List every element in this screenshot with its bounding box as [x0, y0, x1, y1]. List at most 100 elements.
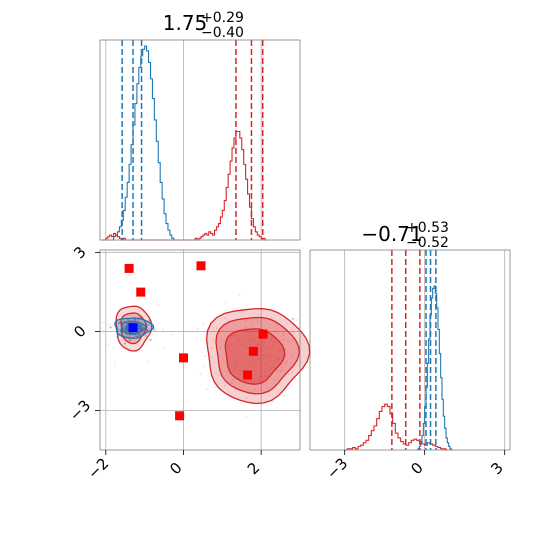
red-sample-point	[101, 321, 104, 324]
blue-sample-point	[132, 331, 135, 334]
red-sample-point	[261, 346, 263, 349]
red-sample-point	[282, 339, 285, 341]
scatter-x-tick-label-1: 0	[166, 459, 185, 478]
red-sample-point	[233, 367, 236, 369]
red-sample-point	[107, 343, 110, 346]
histogram-y-red-series	[344, 403, 449, 451]
histogram-y-blue-series	[416, 285, 453, 451]
blue-sample-point	[128, 339, 132, 342]
red-sample-point	[235, 359, 238, 361]
blue-sample-point	[140, 324, 143, 327]
red-sample-point	[277, 358, 280, 361]
red-sample-point	[264, 362, 267, 365]
blue-sample-point	[124, 325, 127, 328]
histogram-x-blue-series	[107, 45, 176, 241]
red-sample-point	[215, 371, 217, 374]
red-sample-point	[283, 395, 286, 397]
red-sample-point	[219, 346, 222, 349]
red-sample-point	[237, 337, 240, 340]
red-sample-point	[264, 375, 267, 378]
blue-sample-point	[126, 318, 130, 321]
red-sample-point	[292, 332, 295, 335]
red-square-marker-6	[248, 346, 258, 356]
red-sample-point	[139, 328, 142, 331]
blue-sample-point	[140, 331, 144, 334]
red-sample-point	[244, 345, 247, 347]
red-sample-point	[223, 385, 226, 387]
red-sample-point	[114, 360, 116, 363]
red-sample-point	[282, 334, 284, 337]
blue-sample-point	[153, 328, 156, 331]
red-sample-point	[199, 373, 202, 375]
blue-sample-point	[141, 327, 144, 330]
red-sample-point	[246, 415, 249, 417]
red-square-marker-0	[124, 263, 134, 273]
red-sample-point	[123, 319, 126, 322]
red-sample-point	[282, 343, 284, 345]
red-sample-point	[264, 346, 267, 348]
red-sample-point	[257, 313, 260, 316]
red-square-marker-5	[258, 329, 268, 339]
red-sample-point	[212, 339, 215, 342]
red-sample-point	[108, 323, 111, 326]
blue-sample-point	[125, 327, 128, 330]
red-sample-point	[204, 354, 207, 357]
blue-sample-point	[123, 327, 126, 330]
red-sample-point	[264, 380, 267, 383]
red-sample-point	[202, 365, 205, 368]
red-sample-point	[218, 374, 221, 376]
red-sample-point	[282, 331, 285, 334]
red-sample-point	[292, 318, 295, 320]
blue-sample-point	[117, 322, 121, 325]
blue-sample-point	[148, 323, 151, 326]
red-sample-point	[249, 356, 252, 358]
red-sample-point	[284, 361, 287, 364]
red-sample-point	[287, 373, 290, 376]
blue-sample-point	[134, 331, 137, 334]
red-sample-point	[246, 346, 249, 349]
histogram-x-title-lower: −0.40	[201, 25, 244, 41]
red-sample-point	[215, 327, 218, 330]
scatter-y-tick-label-1: 0	[70, 322, 89, 341]
red-sample-point	[146, 291, 149, 293]
red-sample-point	[235, 328, 238, 331]
red-sample-point	[147, 360, 150, 363]
red-sample-point	[140, 348, 143, 351]
red-sample-point	[295, 319, 298, 321]
red-sample-point	[308, 366, 310, 368]
red-sample-point	[244, 320, 246, 322]
blue-sample-point	[137, 334, 140, 337]
red-sample-point	[239, 369, 242, 371]
scatter-x-tick-label-0: −2	[84, 454, 112, 482]
blue-sample-point	[123, 342, 127, 345]
red-sample-point	[224, 317, 226, 319]
red-sample-point	[265, 355, 267, 358]
red-sample-point	[259, 375, 262, 378]
red-sample-point	[224, 301, 227, 304]
red-square-marker-4	[175, 411, 185, 421]
red-sample-point	[137, 315, 140, 317]
red-sample-point	[237, 339, 240, 342]
scatter-y-tick-label-0: −3	[66, 396, 94, 424]
red-sample-point	[259, 348, 262, 351]
red-sample-point	[266, 374, 268, 377]
red-sample-point	[235, 307, 238, 310]
red-sample-point	[162, 347, 165, 350]
scatter-y-ticks: −3 0 3	[66, 243, 100, 425]
red-sample-point	[267, 386, 270, 389]
red-sample-point	[257, 357, 259, 360]
histogram-y-title-upper: +0.53	[406, 220, 449, 236]
red-sample-point	[213, 361, 216, 364]
red-square-marker-2	[196, 261, 206, 271]
red-sample-point	[253, 339, 256, 341]
red-sample-point	[161, 328, 164, 331]
red-sample-point	[246, 330, 249, 333]
blue-sample-point	[125, 329, 128, 332]
red-sample-point	[252, 313, 255, 316]
histogram-y-ticks: −3 0 3	[323, 450, 507, 483]
red-sample-point	[151, 332, 153, 335]
red-sample-point	[114, 363, 116, 366]
red-sample-point	[292, 317, 295, 320]
red-sample-point	[258, 343, 260, 346]
red-sample-point	[274, 330, 276, 333]
